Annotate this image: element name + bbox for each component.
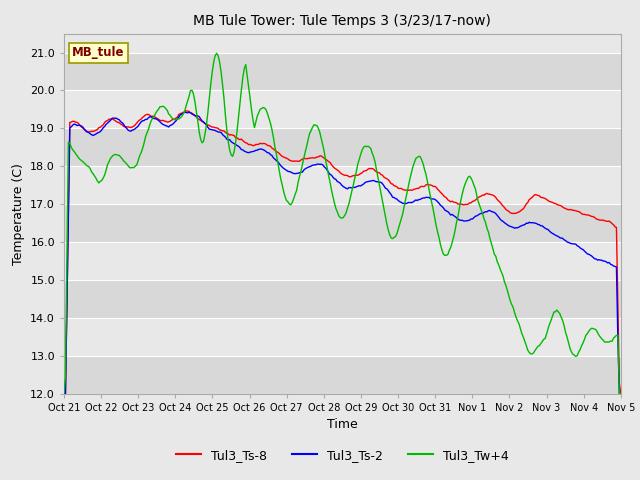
Y-axis label: Temperature (C): Temperature (C)	[12, 163, 25, 264]
Bar	[64, 204, 621, 242]
Bar	[64, 356, 621, 394]
Bar	[64, 242, 621, 280]
Title: MB Tule Tower: Tule Temps 3 (3/23/17-now): MB Tule Tower: Tule Temps 3 (3/23/17-now…	[193, 14, 492, 28]
Bar	[64, 166, 621, 204]
Bar	[64, 90, 621, 128]
Bar	[64, 280, 621, 318]
Bar	[64, 318, 621, 356]
Text: MB_tule: MB_tule	[72, 46, 125, 59]
X-axis label: Time: Time	[327, 418, 358, 431]
Bar	[64, 52, 621, 90]
Legend: Tul3_Ts-8, Tul3_Ts-2, Tul3_Tw+4: Tul3_Ts-8, Tul3_Ts-2, Tul3_Tw+4	[171, 444, 514, 467]
Bar	[64, 128, 621, 166]
